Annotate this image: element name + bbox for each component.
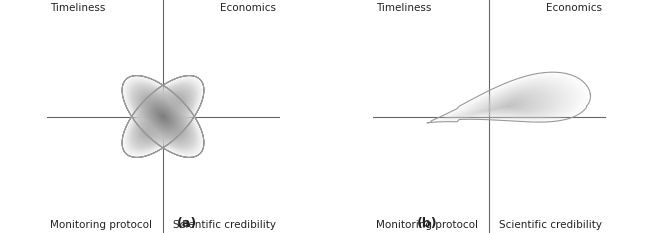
Text: Scientific credibility: Scientific credibility <box>173 219 276 230</box>
Text: Monitoring protocol: Monitoring protocol <box>376 219 478 230</box>
Text: Timeliness: Timeliness <box>376 3 432 14</box>
Text: Economics: Economics <box>220 3 276 14</box>
Text: Scientific credibility: Scientific credibility <box>499 219 602 230</box>
Text: (a): (a) <box>177 216 197 230</box>
Text: Monitoring protocol: Monitoring protocol <box>50 219 152 230</box>
Text: (b): (b) <box>417 216 437 230</box>
Text: Timeliness: Timeliness <box>50 3 106 14</box>
Text: Economics: Economics <box>546 3 602 14</box>
